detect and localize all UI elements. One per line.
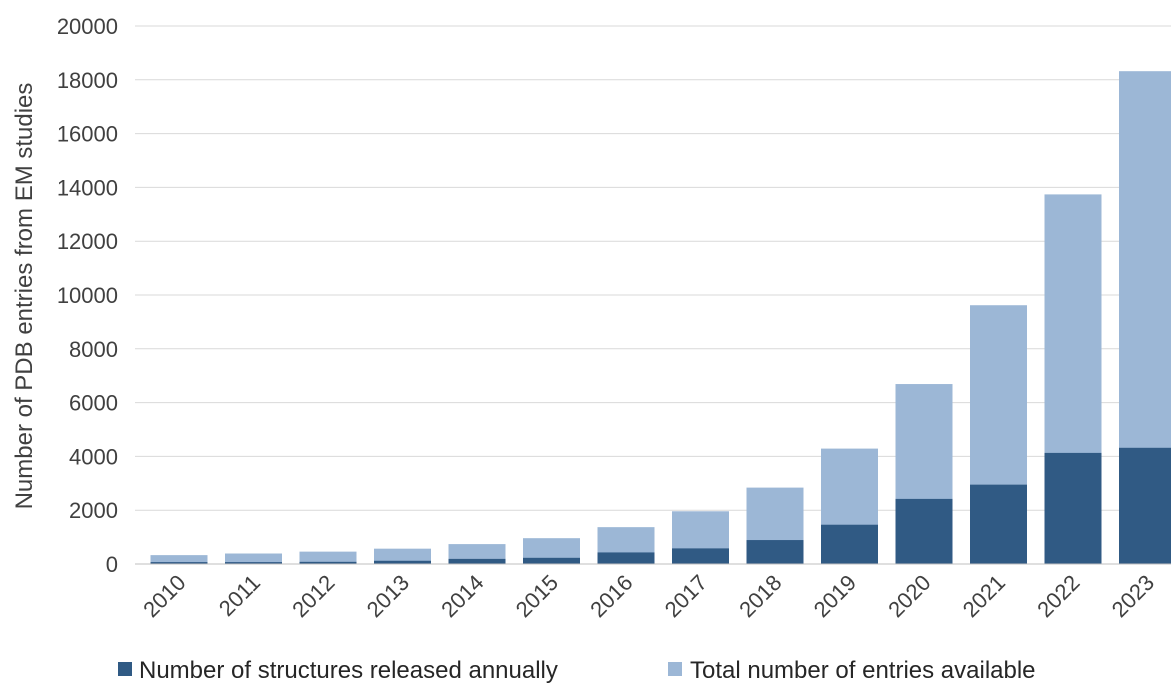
bar-annual-2019 bbox=[821, 524, 878, 564]
x-tick-label: 2015 bbox=[511, 570, 563, 622]
x-tick-label: 2021 bbox=[958, 570, 1010, 622]
y-tick-label: 10000 bbox=[57, 283, 118, 308]
y-tick-label: 2000 bbox=[69, 498, 118, 523]
x-tick-label: 2013 bbox=[362, 570, 414, 622]
bar-annual-2015 bbox=[523, 557, 580, 564]
y-tick-label: 16000 bbox=[57, 122, 118, 147]
legend-label-total: Total number of entries available bbox=[690, 657, 1036, 684]
bar-annual-2016 bbox=[597, 552, 655, 564]
bar-annual-2021 bbox=[970, 484, 1027, 564]
bar-annual-2013 bbox=[374, 560, 431, 564]
x-tick-label: 2019 bbox=[809, 570, 861, 622]
x-axis-ticks: 2010 2011 2012 2013 2014 2015 2016 2017 2018 2019… bbox=[138, 570, 1159, 622]
y-tick-label: 20000 bbox=[57, 14, 118, 39]
y-axis-label: Number of PDB entries from EM studies bbox=[11, 83, 38, 510]
x-tick-label: 2020 bbox=[883, 570, 935, 622]
x-tick-label: 2022 bbox=[1032, 570, 1084, 622]
legend-swatch-annual bbox=[118, 662, 132, 676]
bar-annual-2010 bbox=[150, 562, 208, 564]
bar-total-2013 bbox=[374, 548, 431, 564]
x-tick-label: 2012 bbox=[287, 570, 339, 622]
x-tick-label: 2014 bbox=[436, 570, 488, 622]
bar-annual-2023 bbox=[1119, 447, 1171, 564]
bar-annual-2020 bbox=[895, 498, 953, 564]
y-tick-label: 6000 bbox=[69, 391, 118, 416]
y-tick-label: 18000 bbox=[57, 68, 118, 93]
bar-annual-2012 bbox=[299, 561, 357, 564]
y-tick-label: 12000 bbox=[57, 229, 118, 254]
bar-annual-2022 bbox=[1044, 452, 1102, 564]
y-axis-ticks: 0 2000 4000 6000 8000 10000 12000 14000 16000 180… bbox=[57, 14, 118, 577]
bar-total-2010 bbox=[150, 555, 208, 564]
y-tick-label: 0 bbox=[106, 552, 118, 577]
bar-total-2012 bbox=[299, 551, 357, 564]
legend-swatch-total bbox=[668, 662, 682, 676]
bar-annual-2017 bbox=[672, 548, 729, 564]
legend-label-annual: Number of structures released annually bbox=[139, 657, 558, 684]
x-tick-label: 2010 bbox=[138, 570, 190, 622]
bar-total-2011 bbox=[225, 553, 282, 564]
bar-annual-2014 bbox=[448, 558, 506, 564]
annual-release-bars bbox=[150, 447, 1171, 564]
bar-annual-2018 bbox=[746, 540, 804, 564]
y-tick-label: 8000 bbox=[69, 337, 118, 362]
gridlines bbox=[135, 25, 1171, 511]
x-tick-label: 2016 bbox=[585, 570, 637, 622]
x-tick-label: 2023 bbox=[1107, 570, 1159, 622]
bar-annual-2011 bbox=[225, 562, 282, 564]
y-tick-label: 4000 bbox=[69, 444, 118, 469]
x-tick-label: 2018 bbox=[734, 570, 786, 622]
legend: Number of structures released annually T… bbox=[118, 657, 1036, 684]
y-tick-label: 14000 bbox=[57, 175, 118, 200]
x-tick-label: 2011 bbox=[214, 570, 265, 621]
x-tick-label: 2017 bbox=[660, 570, 712, 622]
